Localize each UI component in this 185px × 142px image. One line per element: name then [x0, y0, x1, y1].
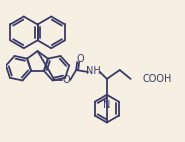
Text: COOH: COOH [142, 74, 172, 84]
Text: NH: NH [86, 66, 100, 76]
Text: O: O [76, 54, 84, 64]
Text: O: O [63, 75, 70, 85]
Text: N: N [103, 100, 111, 110]
